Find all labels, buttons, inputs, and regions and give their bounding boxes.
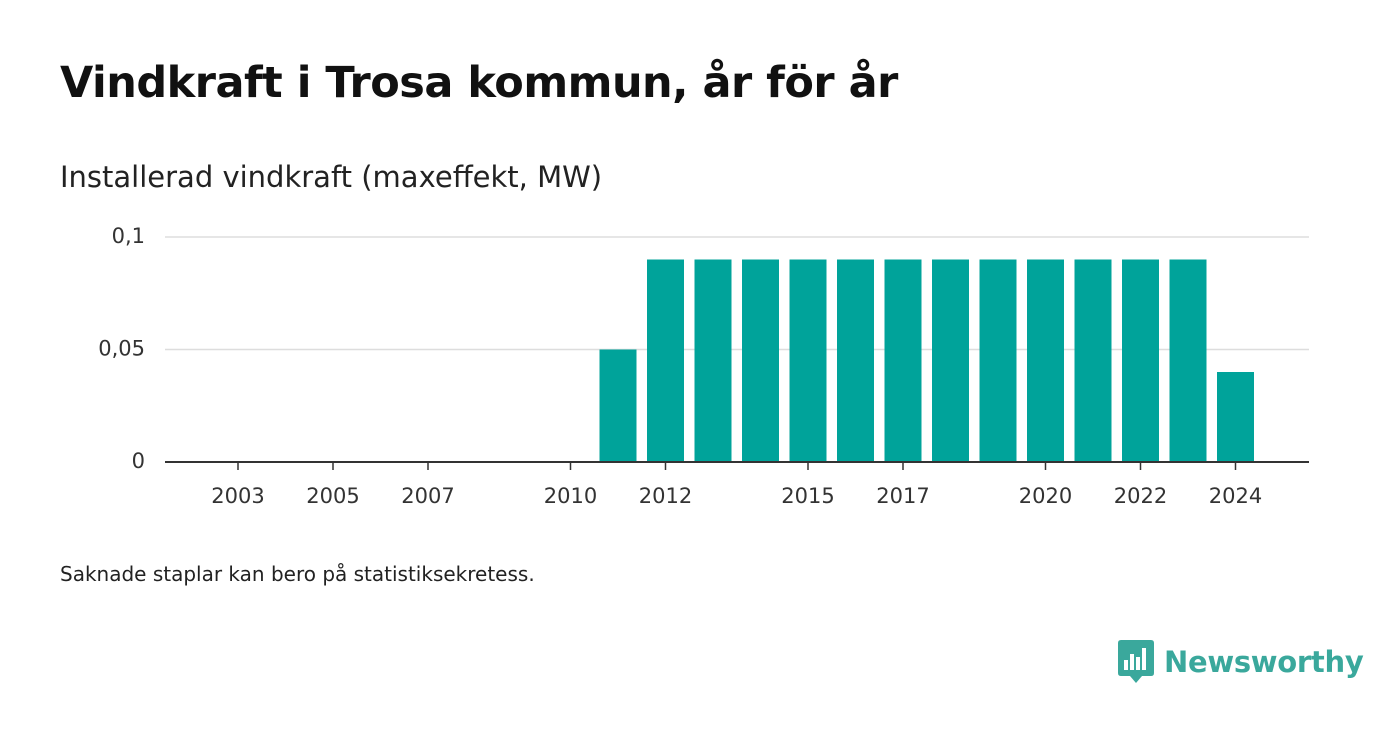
bars	[599, 259, 1254, 462]
x-tick-label: 2020	[1019, 484, 1072, 508]
brand-name: Newsworthy	[1164, 645, 1364, 679]
x-tick-label: 2003	[211, 484, 264, 508]
y-tick-label: 0	[132, 449, 145, 473]
bar-2024	[1217, 372, 1254, 462]
chart-subtitle: Installerad vindkraft (maxeffekt, MW)	[60, 160, 603, 194]
bar-2014	[742, 259, 779, 462]
x-tick-label: 2012	[639, 484, 692, 508]
x-tick-label: 2010	[544, 484, 597, 508]
bar-2022	[1122, 259, 1159, 462]
x-axis-ticks: 2003 2005 2007 2010 2012 2015 2017 2020 2022 2024	[211, 462, 1262, 508]
bar-2016	[837, 259, 874, 462]
bar-2017	[884, 259, 922, 462]
x-tick-label: 2017	[876, 484, 929, 508]
gridlines	[165, 236, 1309, 351]
y-tick-label: 0,05	[98, 337, 145, 361]
y-tick-label: 0,1	[112, 224, 145, 248]
bar-2018	[932, 259, 969, 462]
bar-2019	[979, 259, 1017, 462]
x-tick-label: 2005	[306, 484, 359, 508]
chart-title: Vindkraft i Trosa kommun, år för år	[60, 58, 898, 108]
y-axis-ticks: 0 0,05 0,1	[98, 224, 145, 473]
x-tick-label: 2015	[781, 484, 834, 508]
x-tick-label: 2024	[1209, 484, 1262, 508]
brand-logo: Newsworthy	[1118, 640, 1364, 684]
bar-2020	[1027, 259, 1064, 462]
bar-2011	[599, 349, 637, 462]
x-tick-label: 2022	[1114, 484, 1167, 508]
x-tick-label: 2007	[401, 484, 454, 508]
bar-2012	[647, 259, 684, 462]
bar-2023	[1169, 259, 1207, 462]
bar-2013	[694, 259, 732, 462]
bar-chart-speech-bubble-icon	[1118, 640, 1154, 683]
bar-2021	[1074, 259, 1112, 462]
bar-chart: 0 0,05 0,1 2003 2005 2007 2010 2012 2015 2017 202…	[98, 224, 1309, 508]
footnote: Saknade staplar kan bero på statistiksek…	[60, 562, 535, 586]
bar-2015	[789, 259, 827, 462]
